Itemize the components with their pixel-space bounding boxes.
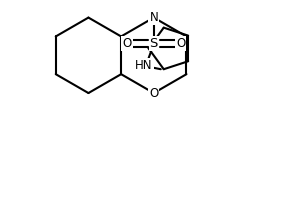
Text: O: O bbox=[122, 37, 132, 50]
Text: HN: HN bbox=[135, 59, 153, 72]
Text: N: N bbox=[149, 11, 158, 24]
Text: O: O bbox=[149, 87, 158, 100]
Text: S: S bbox=[150, 37, 158, 50]
Text: O: O bbox=[176, 37, 185, 50]
